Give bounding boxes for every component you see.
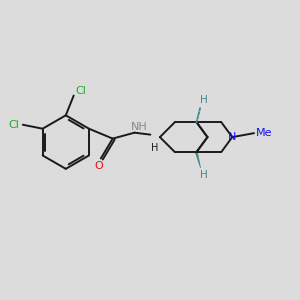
Text: H: H <box>200 95 207 106</box>
Text: NH: NH <box>131 122 148 132</box>
Text: Cl: Cl <box>8 120 19 130</box>
Text: N: N <box>228 132 236 142</box>
Text: O: O <box>94 161 103 171</box>
Polygon shape <box>196 153 200 168</box>
Text: H: H <box>151 143 159 153</box>
Text: Me: Me <box>256 128 272 138</box>
Text: H: H <box>200 170 207 180</box>
Text: Cl: Cl <box>75 85 86 96</box>
